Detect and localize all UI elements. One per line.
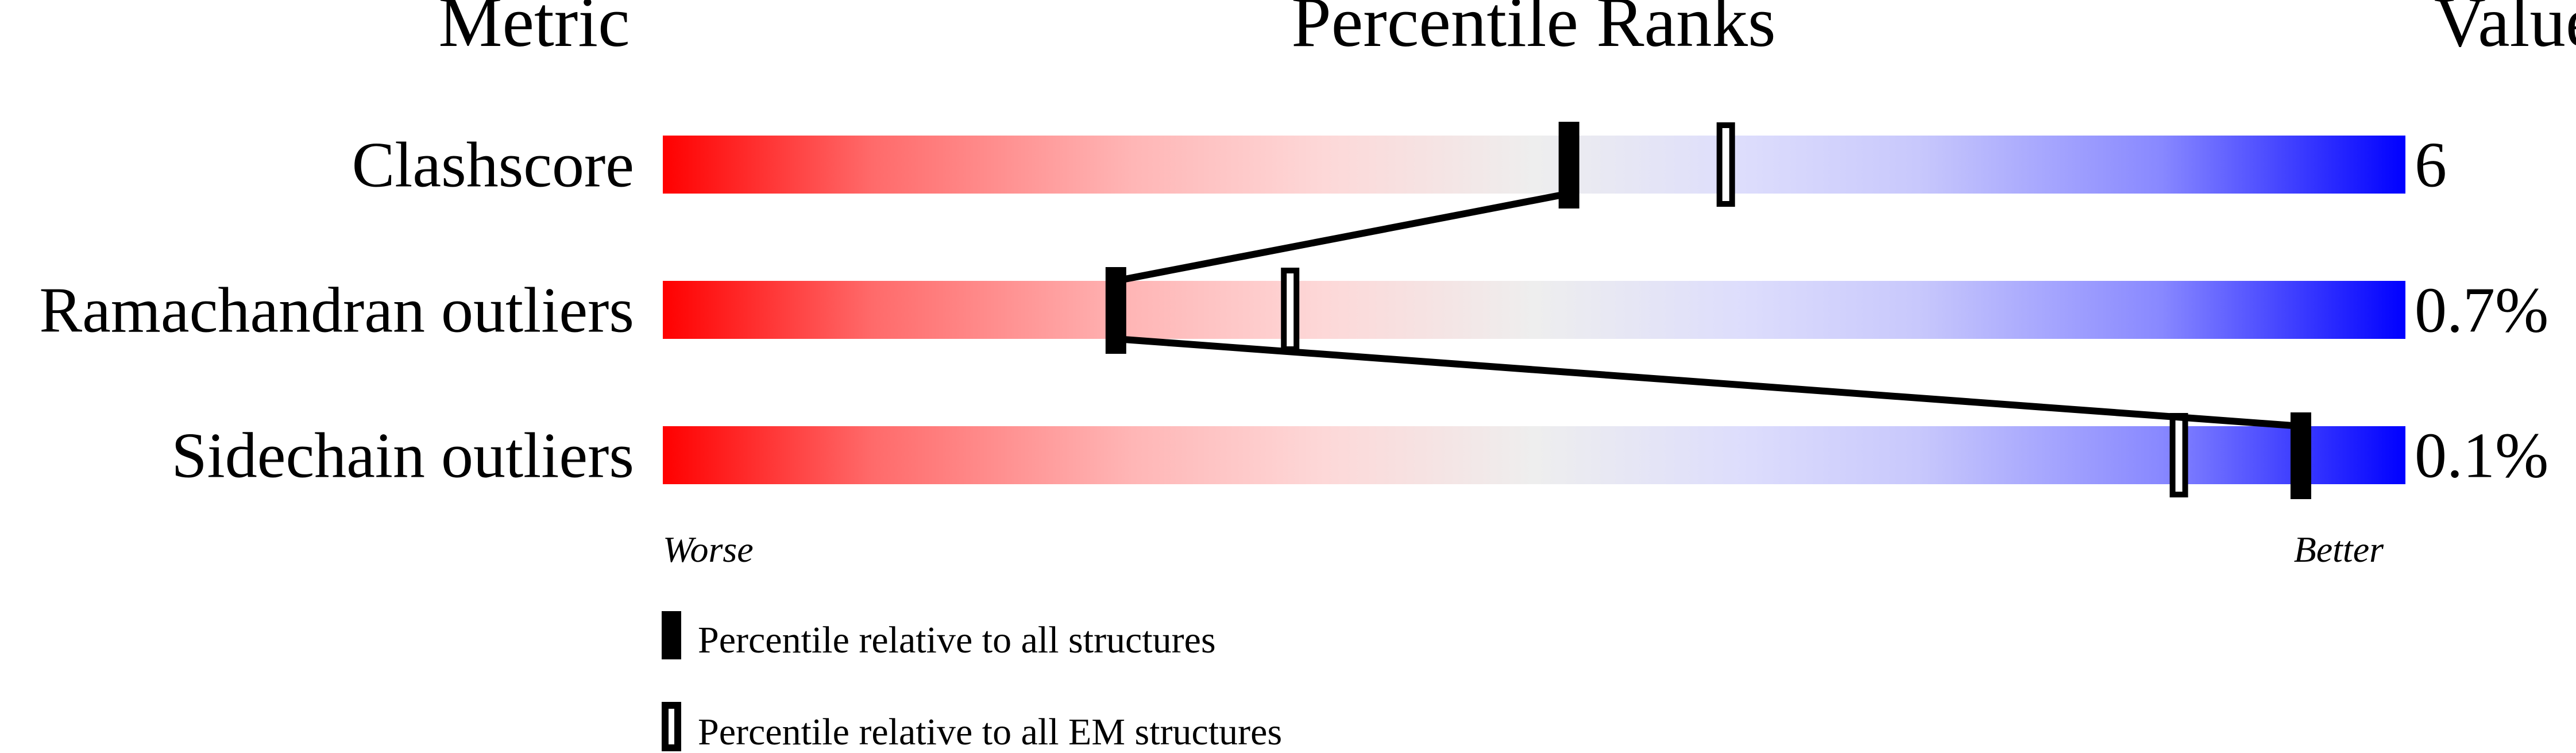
percentile-bar: [663, 136, 2405, 194]
metric-value: 0.7%: [2415, 275, 2548, 346]
metric-value: 0.1%: [2415, 420, 2548, 492]
em-percentile-marker: [2169, 413, 2188, 497]
metric-value: 6: [2415, 130, 2447, 201]
percentile-bar: [663, 426, 2405, 484]
better-label: Better: [2294, 529, 2384, 570]
worse-label: Worse: [663, 529, 754, 570]
legend-filled-marker: [662, 611, 681, 659]
header-value: Value: [2434, 0, 2576, 62]
em-percentile-marker: [1716, 122, 1735, 207]
percentile-bar: [663, 281, 2405, 339]
legend-hollow-marker: [662, 702, 681, 751]
header-metric: Metric: [438, 0, 629, 62]
legend-hollow-label: Percentile relative to all EM structures: [698, 711, 1282, 753]
legend-filled-label: Percentile relative to all structures: [698, 619, 1216, 661]
metric-label: Clashscore: [352, 130, 634, 201]
header-percentile-ranks: Percentile Ranks: [1291, 0, 1776, 62]
em-percentile-marker: [1281, 268, 1300, 352]
connector-line: [1115, 335, 2301, 430]
metric-label: Ramachandran outliers: [39, 275, 634, 346]
connector-line: [1115, 190, 1570, 284]
metric-label: Sidechain outliers: [171, 420, 634, 492]
